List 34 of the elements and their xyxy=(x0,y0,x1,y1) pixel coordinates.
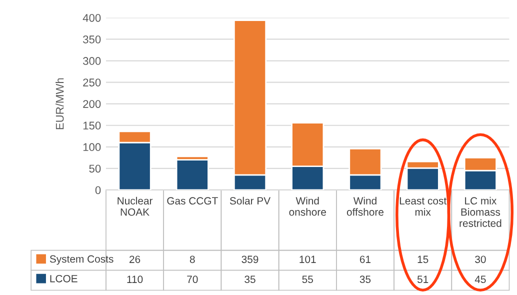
y-tick-label: 150 xyxy=(83,122,101,130)
x-tick-label: Wind onshore xyxy=(289,196,326,216)
data-label: 110 xyxy=(127,276,143,284)
data-label: 35 xyxy=(244,276,256,284)
y-tick-label: 0 xyxy=(95,186,101,194)
bar xyxy=(176,159,209,190)
x-tick-label: Least cost mix xyxy=(400,197,446,216)
data-label: 359 xyxy=(242,256,258,264)
y-tick-label: 200 xyxy=(83,100,101,108)
data-label: 55 xyxy=(302,276,313,284)
legend-label: LCOE xyxy=(50,274,78,282)
data-label: 35 xyxy=(360,276,371,284)
data-label: 51 xyxy=(417,276,428,284)
data-label: 70 xyxy=(187,276,198,284)
data-label: 45 xyxy=(474,276,486,284)
y-axis-title: EUR/MWh xyxy=(56,78,64,130)
x-tick-label: Solar PV xyxy=(230,196,271,205)
y-tick-label: 100 xyxy=(83,143,101,152)
x-tick-label: Nuclear NOAK xyxy=(118,196,153,216)
x-tick-label: Wind offshore xyxy=(346,196,384,216)
data-label: 26 xyxy=(130,256,140,264)
data-label: 61 xyxy=(360,256,371,264)
y-tick-label: 400 xyxy=(82,14,101,22)
data-label: 8 xyxy=(190,256,195,264)
y-tick-label: 350 xyxy=(83,36,101,44)
x-tick-label: Gas CCGT xyxy=(167,197,218,205)
data-label: 15 xyxy=(418,256,428,264)
y-tick-label: 300 xyxy=(83,57,101,65)
legend-label: System Costs xyxy=(50,255,114,265)
y-tick-label: 250 xyxy=(83,78,101,86)
data-label: 101 xyxy=(300,256,316,264)
x-tick-label: LC mix Biomass restricted xyxy=(460,196,502,227)
data-label: 30 xyxy=(475,256,486,264)
y-tick-label: 50 xyxy=(89,164,101,173)
